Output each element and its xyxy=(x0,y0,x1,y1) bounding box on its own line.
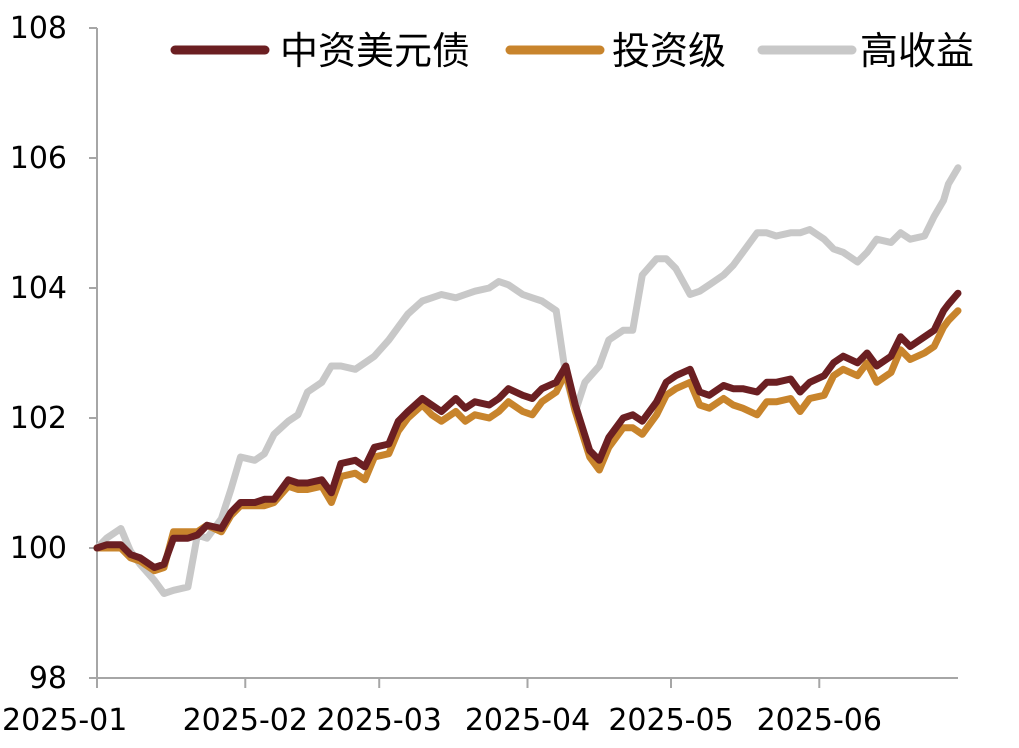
x-tick-label: 2025-04 xyxy=(465,703,590,738)
x-ticks: 2025-01 2025-02 2025-03 2025-04 2025-05 2025-… xyxy=(2,678,882,738)
x-tick-label: 2025-06 xyxy=(757,703,882,738)
x-tick-label: 2025-02 xyxy=(183,703,308,738)
series-line-0 xyxy=(93,289,962,571)
axes xyxy=(96,28,958,679)
y-tick-label: 100 xyxy=(10,531,67,566)
x-tick-label: 2025-01 xyxy=(2,703,127,738)
legend: 中资美元债 投资级 高收益 xyxy=(170,29,974,73)
series-line-2 xyxy=(93,164,962,597)
x-tick-label: 2025-03 xyxy=(317,703,442,738)
y-tick-label: 106 xyxy=(10,141,67,176)
y-tick-label: 108 xyxy=(10,11,67,46)
series-line-1 xyxy=(93,307,962,575)
y-ticks: 98 100 102 104 106 108 xyxy=(10,11,97,696)
x-tick-label: 2025-05 xyxy=(608,703,733,738)
y-tick-label: 104 xyxy=(10,271,67,306)
series-lines xyxy=(93,164,962,597)
legend-label-1: 投资级 xyxy=(612,29,726,73)
legend-label-0: 中资美元债 xyxy=(280,29,470,73)
y-tick-label: 98 xyxy=(29,661,67,696)
y-tick-label: 102 xyxy=(10,401,67,436)
legend-label-2: 高收益 xyxy=(860,29,974,73)
